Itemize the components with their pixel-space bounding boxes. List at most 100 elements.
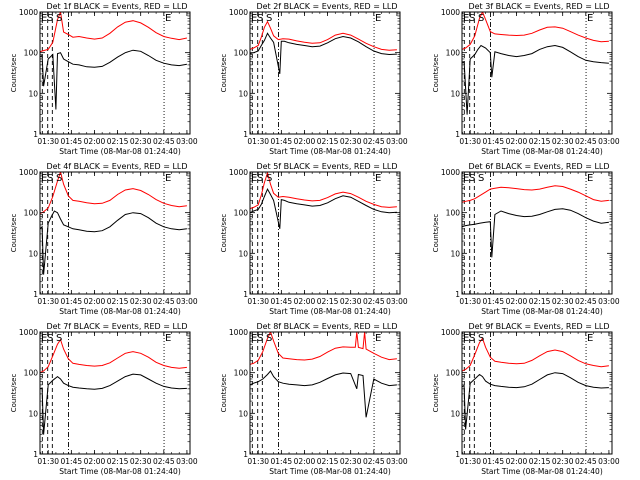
x-tick-label: 02:00 <box>506 457 528 466</box>
x-tick-label: 02:15 <box>107 297 129 306</box>
y-tick-label: 100 <box>446 209 461 218</box>
x-tick-label: 02:45 <box>575 297 597 306</box>
marker-letter: E <box>463 333 469 344</box>
marker-letter: E <box>587 333 593 344</box>
x-axis-label: Start Time (08-Mar-08 01:24:40) <box>481 467 603 476</box>
events-series-line <box>40 210 187 275</box>
marker-letter: S <box>469 13 475 24</box>
marker-letter: E <box>251 333 257 344</box>
x-tick-label: 01:45 <box>271 457 293 466</box>
events-series-line <box>462 372 609 430</box>
marker-letter: E <box>251 173 257 184</box>
y-tick-label: 1 <box>243 290 248 299</box>
marker-letter: S <box>56 13 62 24</box>
events-series-line <box>40 49 187 110</box>
x-tick-label: 03:00 <box>386 137 408 146</box>
lld-series-line <box>462 12 609 50</box>
x-tick-label: 02:00 <box>84 297 106 306</box>
x-tick-label: 02:30 <box>130 457 152 466</box>
y-tick-label: 100 <box>24 49 39 58</box>
y-tick-label: 1 <box>243 130 248 139</box>
x-tick-label: 01:45 <box>483 137 505 146</box>
plot-frame <box>249 331 401 455</box>
marker-letter: S <box>469 173 475 184</box>
x-axis-label: Start Time (08-Mar-08 01:24:40) <box>59 307 181 316</box>
lld-series-line <box>40 12 188 53</box>
events-series-line <box>462 44 609 115</box>
y-axis-label: Counts/sec <box>220 54 228 93</box>
y-tick-label: 10 <box>28 409 38 418</box>
plot-frame <box>461 11 613 135</box>
y-tick-label: 1000 <box>229 168 248 177</box>
y-tick-label: 100 <box>24 209 39 218</box>
events-series-line <box>462 208 609 258</box>
y-tick-label: 1000 <box>441 328 460 337</box>
plot-frame <box>39 171 191 295</box>
x-axis-label: Start Time (08-Mar-08 01:24:40) <box>59 467 181 476</box>
y-tick-label: 1000 <box>19 168 38 177</box>
y-tick-label: 10 <box>238 409 248 418</box>
x-tick-label: 01:30 <box>37 137 59 146</box>
x-tick-label: 02:45 <box>153 137 175 146</box>
marker-letter: E <box>165 333 171 344</box>
x-tick-label: 02:00 <box>294 297 316 306</box>
marker-letter: S <box>47 333 53 344</box>
x-tick-label: 02:45 <box>363 297 385 306</box>
x-tick-label: 01:45 <box>271 137 293 146</box>
x-axis-label: Start Time (08-Mar-08 01:24:40) <box>269 307 391 316</box>
x-tick-label: 02:45 <box>363 137 385 146</box>
chart-title: Det 3f BLACK = Events, RED = LLD <box>468 2 609 11</box>
y-tick-label: 100 <box>24 369 39 378</box>
y-axis-label: Counts/sec <box>432 214 440 253</box>
chart-title: Det 9f BLACK = Events, RED = LLD <box>468 322 609 331</box>
x-tick-label: 01:45 <box>271 297 293 306</box>
y-axis-label: Counts/sec <box>432 374 440 413</box>
x-tick-label: 02:30 <box>552 297 574 306</box>
y-tick-label: 10 <box>450 249 460 258</box>
x-tick-label: 02:00 <box>294 137 316 146</box>
x-axis-label: Start Time (08-Mar-08 01:24:40) <box>269 467 391 476</box>
y-axis-label: Counts/sec <box>10 374 18 413</box>
x-tick-label: 02:30 <box>340 297 362 306</box>
marker-letter: S <box>478 333 484 344</box>
x-tick-label: 01:30 <box>37 457 59 466</box>
marker-letter: E <box>41 13 47 24</box>
x-tick-label: 01:30 <box>247 297 269 306</box>
x-tick-label: 01:45 <box>61 137 83 146</box>
x-axis-label: Start Time (08-Mar-08 01:24:40) <box>269 147 391 156</box>
y-axis-label: Counts/sec <box>220 214 228 253</box>
y-tick-label: 10 <box>450 409 460 418</box>
x-tick-label: 03:00 <box>176 297 198 306</box>
lld-series-line <box>462 337 609 372</box>
y-tick-label: 1000 <box>19 328 38 337</box>
x-tick-label: 02:30 <box>340 137 362 146</box>
y-axis-label: Counts/sec <box>220 374 228 413</box>
x-tick-label: 02:15 <box>529 297 551 306</box>
marker-letter: S <box>257 333 263 344</box>
marker-letter: S <box>478 13 484 24</box>
chart-title: Det 5f BLACK = Events, RED = LLD <box>256 162 397 171</box>
y-tick-label: 1 <box>455 450 460 459</box>
y-tick-label: 1 <box>243 450 248 459</box>
x-tick-label: 02:00 <box>506 297 528 306</box>
x-tick-label: 01:45 <box>61 297 83 306</box>
events-series-line <box>40 373 187 435</box>
y-tick-label: 1 <box>33 130 38 139</box>
events-series-line <box>250 32 397 74</box>
y-tick-label: 100 <box>234 49 249 58</box>
x-tick-label: 02:45 <box>575 137 597 146</box>
y-tick-label: 1000 <box>441 8 460 17</box>
x-tick-label: 02:15 <box>107 457 129 466</box>
x-tick-label: 02:15 <box>317 297 339 306</box>
y-tick-label: 100 <box>234 369 249 378</box>
x-tick-label: 02:45 <box>153 457 175 466</box>
x-tick-label: 02:00 <box>84 457 106 466</box>
x-tick-label: 01:30 <box>459 137 481 146</box>
marker-letter: S <box>56 333 62 344</box>
